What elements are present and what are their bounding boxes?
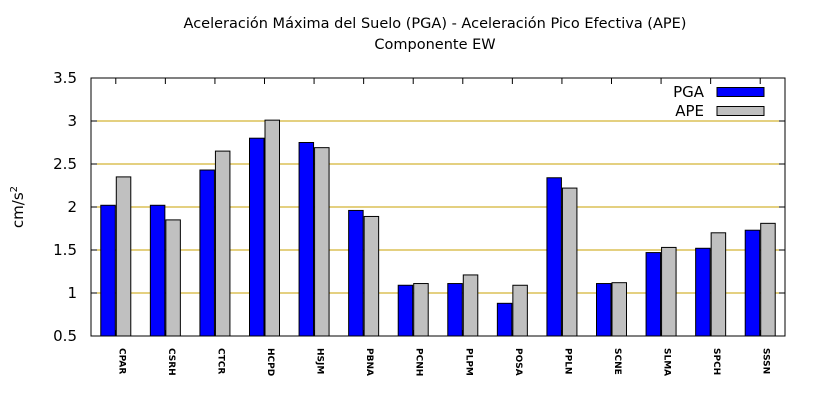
bar-pga-cpar bbox=[100, 204, 116, 337]
y-tick-label: 3 bbox=[67, 112, 77, 130]
bar-pga-hsjm bbox=[298, 142, 315, 337]
chart-title: Aceleración Máxima del Suelo (PGA) - Ace… bbox=[183, 16, 687, 32]
bar-ape-spch bbox=[710, 232, 727, 337]
y-tick-label: 0.5 bbox=[53, 327, 77, 345]
x-tick-label: POSA bbox=[513, 348, 523, 376]
bar-ape-slma bbox=[661, 246, 677, 337]
x-tick-label: HCPD bbox=[265, 348, 275, 376]
bar-ape-pbna bbox=[363, 215, 380, 337]
bar-pga-pcnh bbox=[397, 284, 414, 337]
x-tick-label: SLMA bbox=[662, 348, 672, 376]
legend-label-pga: PGA bbox=[673, 83, 705, 101]
x-tick-label: PPLN bbox=[562, 348, 572, 374]
legend-swatch-ape bbox=[716, 106, 765, 116]
bar-pga-pbna bbox=[348, 209, 364, 337]
bar-ape-hsjm bbox=[314, 147, 330, 337]
legend-swatch-pga bbox=[716, 87, 765, 97]
bar-ape-csrh bbox=[165, 219, 181, 337]
y-tick-label: 1 bbox=[67, 284, 77, 302]
y-tick-label: 2 bbox=[67, 198, 77, 216]
bar-pga-plpm bbox=[447, 283, 463, 337]
x-tick-label: SCNE bbox=[612, 348, 622, 375]
x-tick-label: SSSN bbox=[761, 348, 771, 374]
bar-pga-sssn bbox=[744, 229, 761, 337]
bar-pga-ctcr bbox=[199, 169, 215, 337]
y-tick-label: 1.5 bbox=[53, 241, 77, 259]
x-tick-label: PLPM bbox=[463, 348, 473, 376]
y-tick-label: 2.5 bbox=[53, 155, 77, 173]
bar-ape-pcnh bbox=[413, 283, 429, 337]
x-tick-label: PCNH bbox=[414, 348, 424, 376]
y-tick-label: 3.5 bbox=[53, 69, 77, 87]
legend-label-ape: APE bbox=[675, 102, 704, 120]
bar-pga-csrh bbox=[149, 204, 166, 337]
bar-ape-ctcr bbox=[214, 150, 231, 337]
x-tick-label: PBNA bbox=[364, 348, 374, 376]
x-tick-label: CPAR bbox=[116, 348, 126, 374]
bar-ape-plpm bbox=[462, 274, 479, 337]
chart-subtitle: Componente EW bbox=[374, 37, 496, 53]
bar-ape-scne bbox=[611, 282, 627, 337]
bar-ape-sssn bbox=[760, 222, 776, 337]
bar-pga-scne bbox=[596, 283, 612, 337]
bar-pga-hcpd bbox=[249, 137, 265, 337]
x-tick-label: CTCR bbox=[215, 348, 225, 374]
bar-pga-slma bbox=[645, 252, 662, 337]
bar-ape-posa bbox=[512, 284, 528, 337]
bar-pga-ppln bbox=[546, 177, 562, 337]
bar-ape-cpar bbox=[115, 176, 132, 337]
bar-ape-ppln bbox=[561, 187, 578, 337]
bar-ape-hcpd bbox=[264, 119, 280, 337]
bar-pga-spch bbox=[695, 247, 711, 337]
x-tick-label: CSRH bbox=[166, 348, 176, 376]
x-tick-label: HSJM bbox=[315, 348, 325, 374]
bar-pga-posa bbox=[496, 302, 513, 337]
x-tick-label: SPCH bbox=[711, 348, 721, 375]
